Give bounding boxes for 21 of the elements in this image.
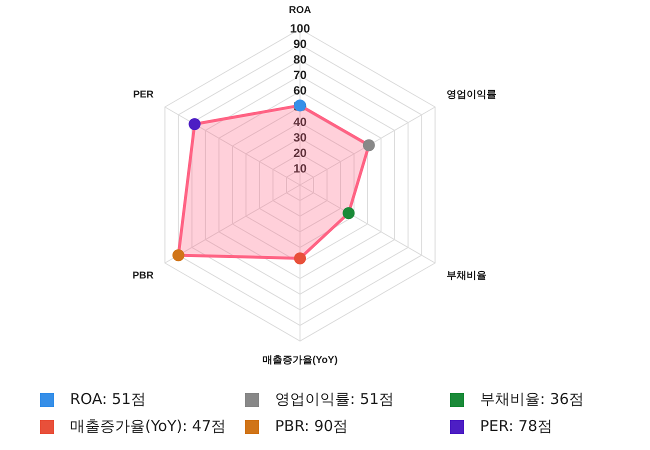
spoke-label: ROA [288, 4, 312, 16]
y-tick-label: 30 [293, 130, 307, 145]
text: ROA: 51점 [70, 390, 146, 409]
text: PBR: 90점 [275, 417, 348, 436]
y-tick-label: 90 [293, 36, 307, 51]
y-tick-label: 100 [290, 21, 310, 36]
spoke-label: PBR [132, 270, 154, 282]
spoke-label: 부채비율 [446, 270, 486, 282]
spoke-label: 영업이익률 [446, 89, 496, 100]
spoke-label: PER [133, 89, 154, 100]
text: 매출증가율(YoY): 47점 [70, 417, 226, 436]
spoke-label: 매출증가율(YoY) [262, 354, 338, 366]
y-tick-label: 60 [293, 84, 307, 98]
y-tick-label: 20 [293, 146, 307, 160]
y-tick-label: 10 [293, 162, 307, 176]
y-tick-label: 40 [293, 114, 307, 129]
y-tick-label: 80 [293, 52, 307, 67]
text: 영업이익률: 51점 [275, 390, 394, 409]
y-tick-label: 70 [293, 68, 307, 82]
text: 부채비율: 36점 [480, 390, 584, 409]
text: PER: 78점 [480, 417, 552, 436]
